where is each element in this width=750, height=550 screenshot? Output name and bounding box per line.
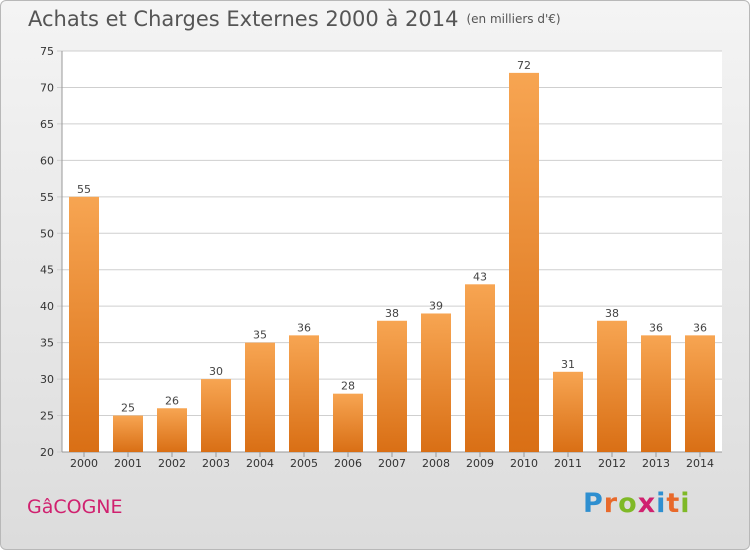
chart-title-text: Achats et Charges Externes 2000 à 2014	[28, 7, 459, 31]
chart-title: Achats et Charges Externes 2000 à 2014 (e…	[28, 7, 561, 31]
bar-2003	[201, 379, 231, 452]
value-label-2009: 43	[473, 270, 487, 283]
commune-name: GâCOGNE	[27, 496, 123, 518]
y-tick-label: 40	[40, 300, 54, 313]
bar-2014	[685, 335, 715, 452]
value-label-2011: 31	[561, 358, 575, 371]
proxiti-logo-text: Proxiti	[583, 488, 691, 519]
value-label-2008: 39	[429, 299, 443, 312]
bar-2013	[641, 335, 671, 452]
bar-2011	[553, 371, 583, 452]
value-label-2002: 26	[165, 394, 179, 407]
x-tick-label-2005: 2005	[290, 457, 318, 470]
x-tick-label-2004: 2004	[246, 457, 274, 470]
value-label-2013: 36	[649, 321, 663, 334]
bar-2002	[157, 408, 187, 452]
bar-2007	[377, 320, 407, 452]
x-tick-label-2009: 2009	[466, 457, 494, 470]
y-tick-label: 65	[40, 118, 54, 131]
x-tick-label-2007: 2007	[378, 457, 406, 470]
y-tick-label: 50	[40, 227, 54, 240]
x-tick-label-2000: 2000	[70, 457, 98, 470]
value-label-2006: 28	[341, 380, 355, 393]
bar-2004	[245, 342, 275, 452]
bar-2009	[465, 284, 495, 452]
bar-2001	[113, 415, 143, 452]
value-label-2000: 55	[77, 183, 91, 196]
x-tick-label-2014: 2014	[686, 457, 714, 470]
value-label-2005: 36	[297, 321, 311, 334]
x-tick-label-2012: 2012	[598, 457, 626, 470]
bar-2000	[69, 196, 99, 452]
y-tick-label: 45	[40, 264, 54, 277]
x-tick-label-2006: 2006	[334, 457, 362, 470]
x-tick-label-2010: 2010	[510, 457, 538, 470]
y-tick-label: 30	[40, 373, 54, 386]
y-tick-label: 25	[40, 410, 54, 423]
y-tick-label: 70	[40, 81, 54, 94]
x-tick-label-2003: 2003	[202, 457, 230, 470]
bar-2005	[289, 335, 319, 452]
y-tick-label: 35	[40, 337, 54, 350]
y-tick-label: 60	[40, 154, 54, 167]
value-label-2001: 25	[121, 402, 135, 415]
value-label-2003: 30	[209, 365, 223, 378]
value-label-2014: 36	[693, 321, 707, 334]
bar-2006	[333, 393, 363, 452]
proxiti-logo: Proxiti	[583, 488, 691, 519]
value-label-2004: 35	[253, 329, 267, 342]
y-tick-label: 20	[40, 446, 54, 459]
x-tick-label-2001: 2001	[114, 457, 142, 470]
chart-subtitle: (en milliers d'€)	[466, 12, 561, 26]
x-tick-label-2008: 2008	[422, 457, 450, 470]
y-tick-label: 55	[40, 191, 54, 204]
x-tick-label-2002: 2002	[158, 457, 186, 470]
value-label-2010: 72	[517, 59, 531, 72]
value-label-2007: 38	[385, 307, 399, 320]
x-tick-label-2011: 2011	[554, 457, 582, 470]
value-label-2012: 38	[605, 307, 619, 320]
x-tick-label-2013: 2013	[642, 457, 670, 470]
bar-2010	[509, 72, 539, 452]
bar-2008	[421, 313, 451, 452]
bar-2012	[597, 320, 627, 452]
y-tick-label: 75	[40, 45, 54, 58]
